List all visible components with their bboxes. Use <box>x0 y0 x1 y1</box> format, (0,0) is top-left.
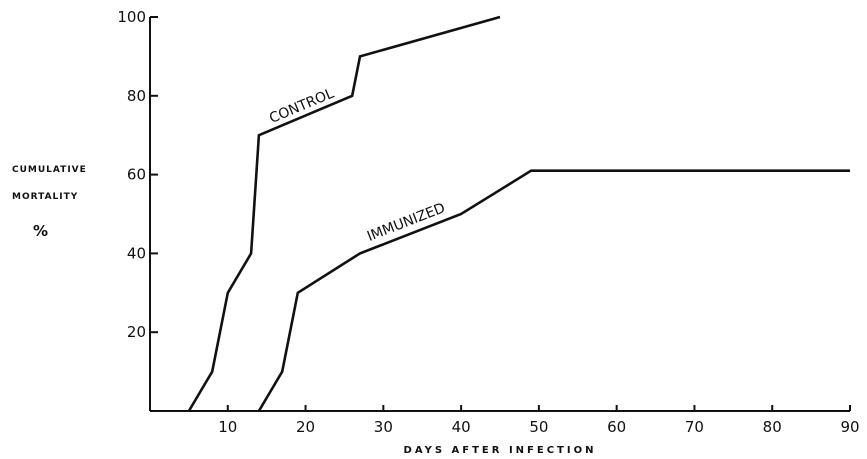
y-axis-label-line-2: MORTALITY <box>12 192 78 202</box>
x-tick-label: 10 <box>218 418 237 436</box>
axis-ticks: 20 40 60 80 100 10 20 30 40 50 60 70 80 90 <box>117 8 859 436</box>
y-axis-label: CUMULATIVE MORTALITY % <box>12 165 87 240</box>
series-line-control <box>187 15 501 412</box>
x-tick-label: 40 <box>452 418 471 436</box>
data-series <box>187 15 850 412</box>
x-tick-label: 80 <box>763 418 782 436</box>
y-tick-label: 80 <box>127 87 146 105</box>
x-tick-label: 90 <box>840 418 859 436</box>
x-tick-label: 30 <box>374 418 393 436</box>
x-tick-label: 70 <box>685 418 704 436</box>
y-tick-label: 100 <box>117 8 146 26</box>
chart-axes <box>149 17 850 412</box>
x-tick-label: 50 <box>529 418 548 436</box>
x-tick-label: 60 <box>607 418 626 436</box>
y-tick-label: 40 <box>127 244 146 262</box>
y-axis-label-line-1: CUMULATIVE <box>12 165 87 175</box>
y-axis-label-percent: % <box>33 222 48 240</box>
series-label-immunized: IMMUNIZED <box>365 200 448 245</box>
x-tick-label: 20 <box>296 418 315 436</box>
y-tick-label: 20 <box>127 323 146 341</box>
x-axis-label: DAYS AFTER INFECTION <box>404 445 597 456</box>
y-tick-label: 60 <box>127 166 146 184</box>
series-line-immunized <box>257 169 850 412</box>
